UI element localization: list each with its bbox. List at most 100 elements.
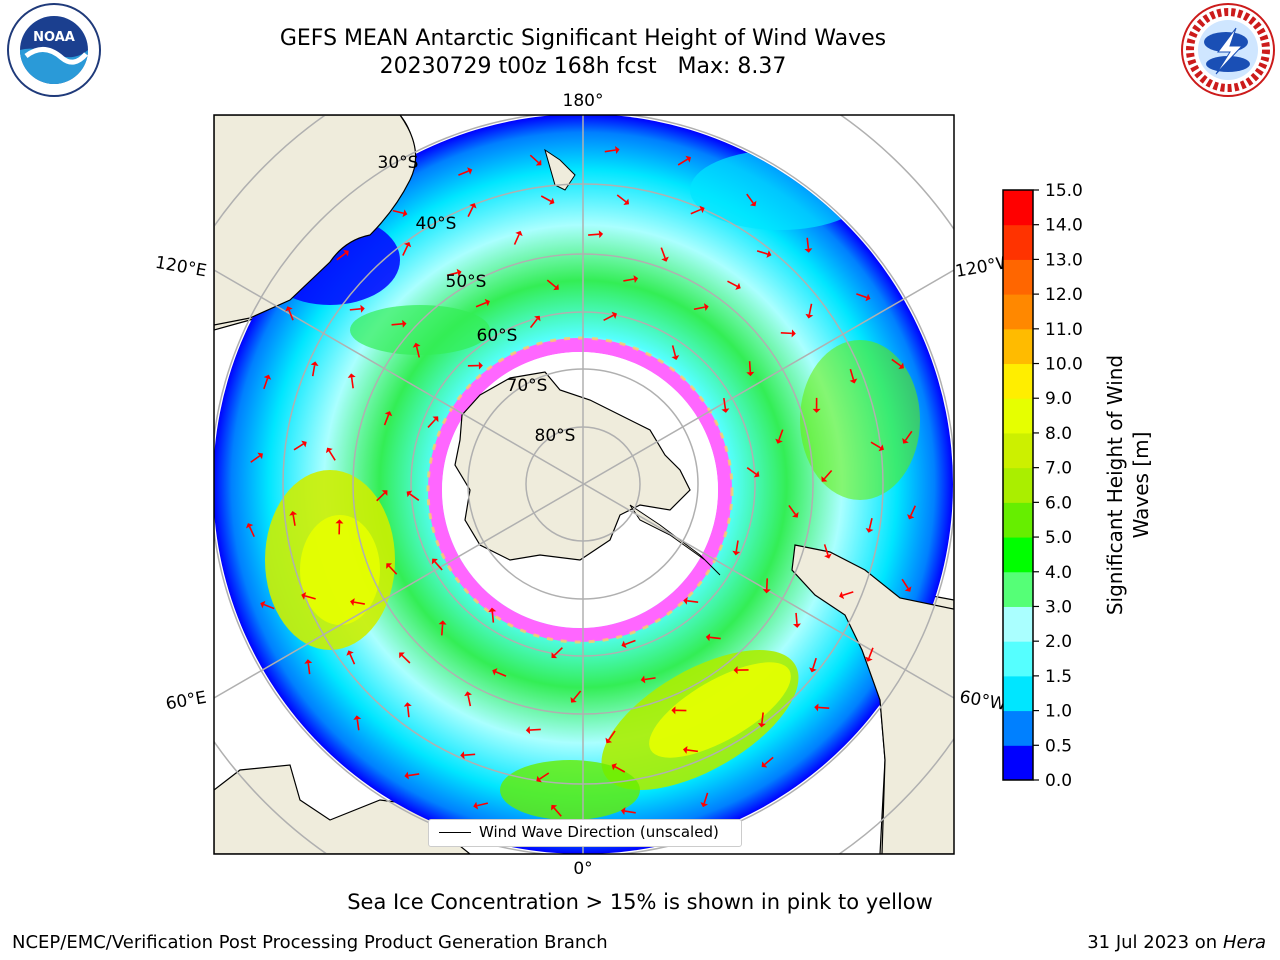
wave-arrow-shaft bbox=[376, 492, 386, 502]
wave-arrow-shaft bbox=[748, 361, 752, 373]
wave-arrow-head bbox=[403, 702, 412, 707]
wave-arrow-shaft bbox=[891, 358, 902, 367]
wave-arrow-head bbox=[705, 633, 711, 642]
wave-arrow-head bbox=[245, 523, 254, 529]
wave-arrow-shaft bbox=[529, 728, 541, 731]
wave-arrow-shaft bbox=[856, 293, 868, 299]
wave-arrow-shaft bbox=[311, 365, 316, 377]
wave-arrow-shaft bbox=[823, 544, 829, 556]
wave-arrow-shaft bbox=[307, 663, 311, 675]
wave-arrow-shaft bbox=[495, 671, 507, 677]
wave-arrow-head bbox=[904, 586, 912, 592]
wave-arrow-head bbox=[683, 596, 688, 605]
colorbar-swatch bbox=[1003, 432, 1033, 469]
wave-arrow-shaft bbox=[788, 504, 796, 515]
nws-logo bbox=[1181, 3, 1275, 97]
wave-arrow-shaft bbox=[806, 237, 810, 249]
wave-arrow-head bbox=[553, 283, 559, 291]
wave-arrow-shaft bbox=[761, 712, 764, 724]
wave-arrow-shaft bbox=[709, 636, 721, 640]
wave-arrow-head bbox=[762, 589, 771, 594]
wave-arrow-shaft bbox=[624, 639, 636, 646]
wave-arrow-head bbox=[263, 374, 272, 380]
wave-arrow-shaft bbox=[671, 345, 677, 357]
wave-arrow-shaft bbox=[909, 505, 917, 517]
wave-arrow-shaft bbox=[406, 706, 410, 718]
wave-arrow-shaft bbox=[491, 611, 495, 623]
wave-arrow-shaft bbox=[603, 314, 614, 322]
wave-arrow-shaft bbox=[539, 772, 550, 780]
wave-arrow-shaft bbox=[529, 318, 538, 329]
wave-arrow-shaft bbox=[263, 378, 269, 390]
colorbar-tick-label: 9.0 bbox=[1045, 389, 1072, 409]
wave-arrow-head bbox=[721, 408, 730, 413]
colorbar-tick-label: 15.0 bbox=[1045, 181, 1083, 201]
wave-arrow-head bbox=[301, 592, 307, 600]
colorbar-tick-label: 8.0 bbox=[1045, 424, 1072, 444]
colorbar-tick-label: 12.0 bbox=[1045, 285, 1083, 305]
wave-arrow-shaft bbox=[434, 561, 443, 571]
noaa-logo-text: NOAA bbox=[33, 30, 75, 45]
wave-arrow-shaft bbox=[349, 653, 356, 665]
wave-arrow-shaft bbox=[464, 753, 476, 757]
colorbar-tick-label: 6.0 bbox=[1045, 493, 1072, 513]
colorbar-swatch bbox=[1003, 294, 1033, 330]
wave-arrow-shaft bbox=[904, 430, 913, 441]
wave-arrow-head bbox=[534, 315, 541, 322]
wave-arrow-shaft bbox=[553, 647, 563, 656]
wave-arrow-shaft bbox=[808, 303, 813, 315]
lat-label-70s: 70°S bbox=[507, 376, 548, 396]
wave-arrow-shaft bbox=[304, 595, 316, 600]
wave-arrow-shaft bbox=[818, 706, 830, 709]
wave-arrow-shaft bbox=[727, 280, 738, 288]
wave-arrow-head bbox=[685, 155, 691, 163]
wave-arrow-head bbox=[257, 452, 263, 460]
wave-arrow-head bbox=[821, 476, 828, 482]
wave-arrow-shaft bbox=[778, 429, 784, 441]
new-zealand-land bbox=[544, 148, 576, 191]
wave-arrow-head bbox=[615, 146, 620, 154]
wave-arrow-head bbox=[766, 250, 772, 258]
chart-subtitle: 20230729 t00z 168h fcst Max: 8.37 bbox=[379, 54, 787, 79]
wave-arrow-shaft bbox=[746, 193, 754, 204]
wave-arrow-head bbox=[605, 737, 613, 744]
wave-arrow-shaft bbox=[573, 690, 582, 700]
wave-arrow-head bbox=[412, 342, 421, 348]
wave-arrow-shaft bbox=[616, 194, 627, 203]
wave-arrow-head bbox=[735, 282, 741, 290]
colorbar-tick-label: 7.0 bbox=[1045, 459, 1072, 479]
wave-arrow-head bbox=[301, 440, 307, 448]
wave-arrow-head bbox=[347, 373, 356, 378]
wave-arrow-shaft bbox=[746, 467, 757, 475]
colorbar-tick-label: 1.5 bbox=[1045, 667, 1072, 687]
wave-arrow-shaft bbox=[686, 749, 698, 753]
wave-arrow-head bbox=[753, 470, 760, 478]
wave-arrow-head bbox=[515, 230, 523, 237]
wave-arrow-shaft bbox=[901, 578, 909, 589]
graticule bbox=[214, 115, 954, 854]
wave-arrow-head bbox=[335, 519, 344, 524]
wave-arrow-head bbox=[792, 623, 801, 628]
wave-arrow-shaft bbox=[624, 810, 636, 814]
lon-label-180: 180° bbox=[563, 91, 604, 111]
colorbar-frame bbox=[1002, 189, 1034, 781]
wave-arrow-shaft bbox=[842, 591, 854, 597]
colorbar-tick-label: 5.0 bbox=[1045, 528, 1072, 548]
colorbar-swatch bbox=[1003, 710, 1033, 746]
wave-arrow-shaft bbox=[513, 234, 520, 245]
wave-arrow-shaft bbox=[476, 802, 489, 807]
footer-date: 31 Jul 2023 on Hera bbox=[1087, 932, 1266, 953]
wave-arrow-shaft bbox=[336, 252, 347, 261]
colorbar-tick-label: 2.0 bbox=[1045, 632, 1072, 652]
wave-arrow-head bbox=[381, 490, 388, 496]
wave-arrow-shaft bbox=[553, 807, 562, 817]
wave-arrow-shaft bbox=[392, 209, 404, 215]
wave-arrow-shaft bbox=[546, 279, 557, 288]
sea-ice-edge bbox=[428, 338, 732, 642]
wave-arrow-shaft bbox=[780, 331, 792, 335]
wave-arrow-shaft bbox=[849, 368, 855, 380]
colorbar-swatch bbox=[1003, 363, 1033, 399]
wave-arrow-head bbox=[456, 268, 462, 277]
wave-arrow-head bbox=[640, 675, 646, 684]
wave-arrow-head bbox=[865, 656, 873, 662]
